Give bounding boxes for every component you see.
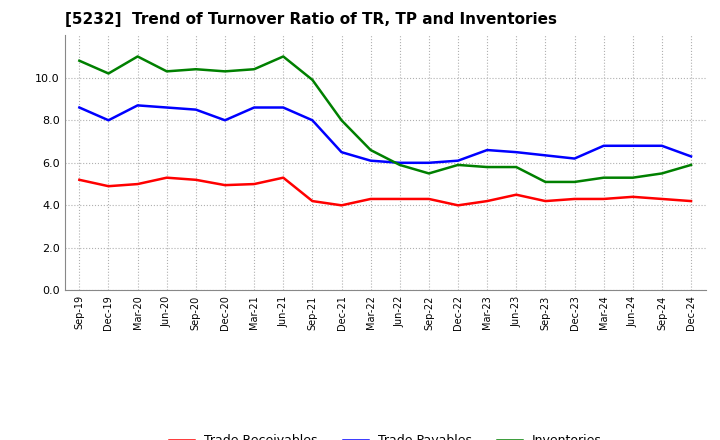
Inventories <box>687 162 696 168</box>
Trade Payables <box>599 143 608 148</box>
Trade Payables <box>250 105 258 110</box>
Inventories <box>250 66 258 72</box>
Trade Receivables <box>163 175 171 180</box>
Trade Receivables <box>133 181 142 187</box>
Trade Receivables <box>279 175 287 180</box>
Inventories <box>483 165 492 170</box>
Trade Payables <box>308 117 317 123</box>
Inventories <box>395 162 404 168</box>
Inventories <box>133 54 142 59</box>
Trade Receivables <box>570 196 579 202</box>
Inventories <box>599 175 608 180</box>
Line: Trade Payables: Trade Payables <box>79 106 691 163</box>
Trade Payables <box>629 143 637 148</box>
Trade Receivables <box>220 183 229 188</box>
Trade Receivables <box>687 198 696 204</box>
Trade Receivables <box>366 196 375 202</box>
Trade Receivables <box>657 196 666 202</box>
Trade Payables <box>104 117 113 123</box>
Inventories <box>570 180 579 185</box>
Trade Payables <box>570 156 579 161</box>
Trade Payables <box>657 143 666 148</box>
Trade Payables <box>395 160 404 165</box>
Trade Payables <box>483 147 492 153</box>
Trade Payables <box>75 105 84 110</box>
Trade Receivables <box>541 198 550 204</box>
Line: Trade Receivables: Trade Receivables <box>79 178 691 205</box>
Trade Payables <box>192 107 200 112</box>
Inventories <box>104 71 113 76</box>
Trade Receivables <box>599 196 608 202</box>
Trade Payables <box>687 154 696 159</box>
Inventories <box>541 180 550 185</box>
Inventories <box>657 171 666 176</box>
Trade Receivables <box>454 203 462 208</box>
Trade Receivables <box>337 203 346 208</box>
Trade Receivables <box>395 196 404 202</box>
Trade Payables <box>279 105 287 110</box>
Inventories <box>163 69 171 74</box>
Trade Payables <box>366 158 375 163</box>
Legend: Trade Receivables, Trade Payables, Inventories: Trade Receivables, Trade Payables, Inven… <box>164 429 606 440</box>
Inventories <box>75 58 84 63</box>
Trade Payables <box>163 105 171 110</box>
Inventories <box>454 162 462 168</box>
Trade Receivables <box>75 177 84 183</box>
Trade Receivables <box>250 181 258 187</box>
Trade Payables <box>337 150 346 155</box>
Text: [5232]  Trend of Turnover Ratio of TR, TP and Inventories: [5232] Trend of Turnover Ratio of TR, TP… <box>65 12 557 27</box>
Trade Receivables <box>308 198 317 204</box>
Inventories <box>629 175 637 180</box>
Trade Receivables <box>629 194 637 199</box>
Trade Receivables <box>425 196 433 202</box>
Trade Payables <box>541 153 550 158</box>
Inventories <box>279 54 287 59</box>
Line: Inventories: Inventories <box>79 56 691 182</box>
Trade Payables <box>220 117 229 123</box>
Inventories <box>366 147 375 153</box>
Trade Payables <box>425 160 433 165</box>
Inventories <box>425 171 433 176</box>
Trade Receivables <box>192 177 200 183</box>
Trade Payables <box>133 103 142 108</box>
Inventories <box>337 117 346 123</box>
Trade Payables <box>454 158 462 163</box>
Inventories <box>308 77 317 82</box>
Trade Receivables <box>512 192 521 197</box>
Trade Payables <box>512 150 521 155</box>
Trade Receivables <box>104 183 113 189</box>
Inventories <box>220 69 229 74</box>
Trade Receivables <box>483 198 492 204</box>
Inventories <box>512 165 521 170</box>
Inventories <box>192 66 200 72</box>
